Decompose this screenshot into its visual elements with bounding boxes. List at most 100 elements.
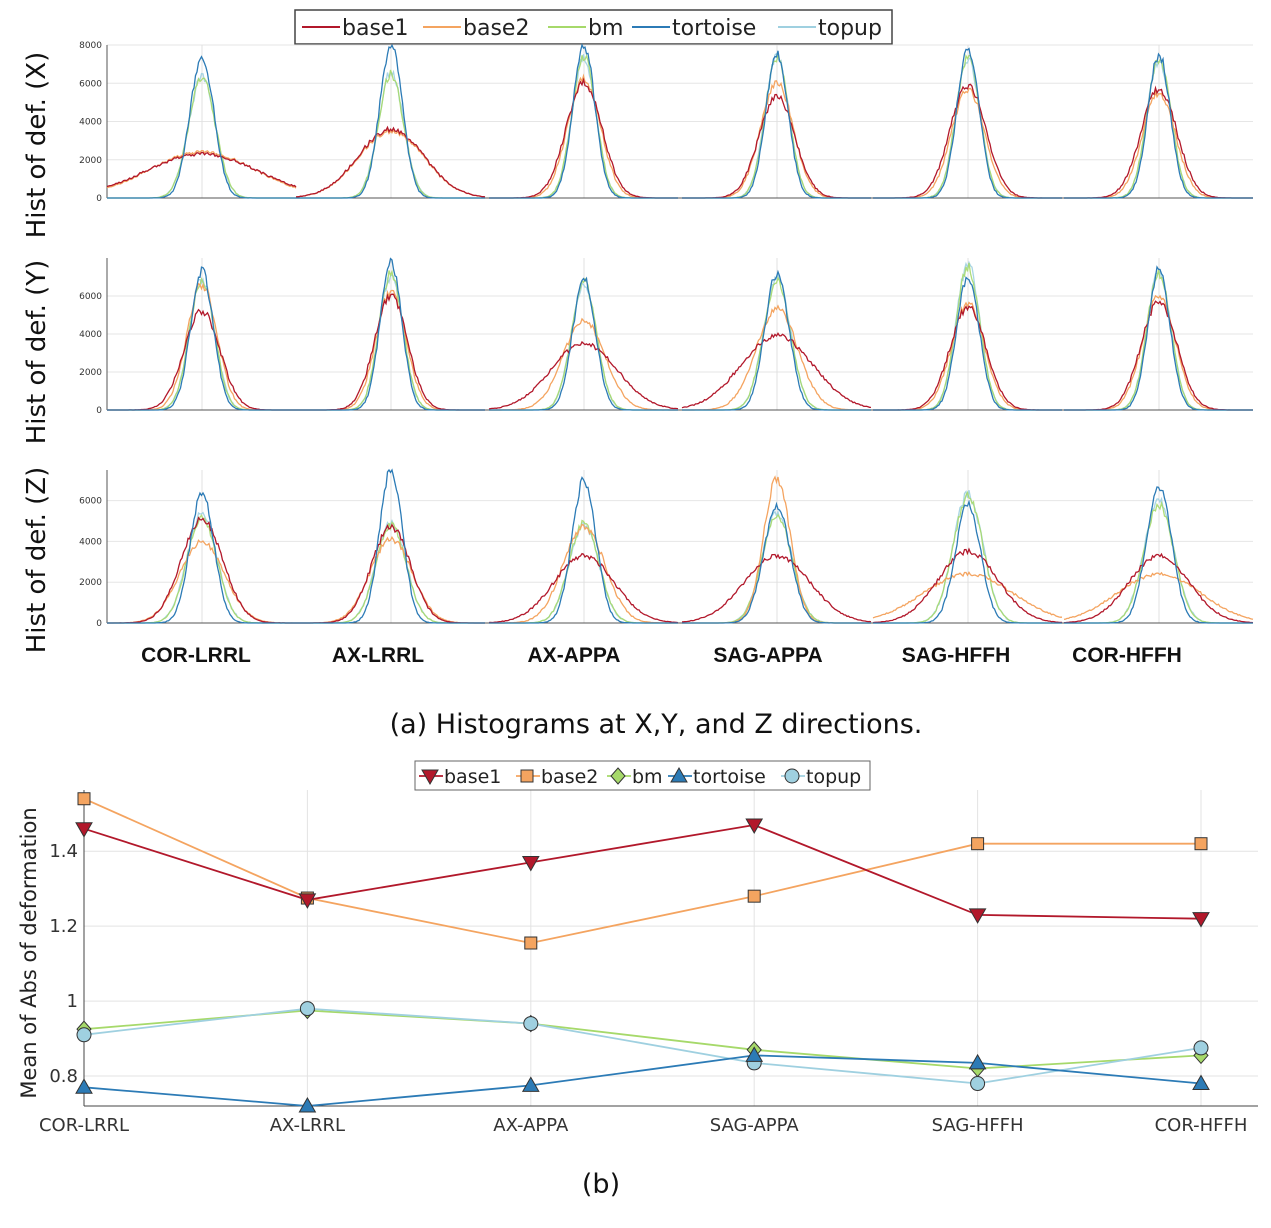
y-tick-label: 6000 <box>79 292 102 302</box>
plot-area <box>84 790 1260 1106</box>
marker-base2 <box>971 837 985 851</box>
marker-topup <box>299 1001 315 1017</box>
hist-curve-tortoise <box>489 476 678 624</box>
plot-area <box>107 470 1253 623</box>
category-label: AX-APPA <box>528 644 621 667</box>
y-tick-label: 8000 <box>79 41 102 51</box>
hist-curve-tortoise <box>489 43 678 199</box>
marker-topup <box>1193 1040 1209 1056</box>
y-tick-label: 0 <box>96 619 102 629</box>
marker-tortoise <box>745 1046 764 1062</box>
hist-curve-base1 <box>1064 552 1254 624</box>
legend-label-bm: bm <box>588 16 623 41</box>
hist-curve-tortoise <box>682 269 871 411</box>
marker-legend-bm <box>610 767 626 785</box>
series-line-base1 <box>83 824 1202 920</box>
marker-legend-topup <box>784 768 800 784</box>
hist-curve-base1 <box>872 547 1062 624</box>
hist-y-ylabel: Hist of def. (Y) <box>22 260 52 445</box>
legend-label-topup: topup <box>818 16 882 41</box>
marker-tortoise <box>75 1078 93 1094</box>
y-tick-label: 0 <box>96 194 102 204</box>
y-tick-label: 6000 <box>79 79 102 89</box>
line-chart-b: 0.8 1 1.2 1.4 COR-LRRL AX-LRRL AX-APPA SAG-APPA… <box>17 760 1260 1136</box>
caption-a: (a) Histograms at X,Y, and Z directions. <box>390 709 923 740</box>
hist-curve-tortoise <box>296 43 485 199</box>
hist-curve-tortoise <box>296 468 485 624</box>
legend-label-base2: base2 <box>463 16 529 41</box>
category-label: SAG-HFFH <box>902 644 1011 667</box>
hist-curve-tortoise <box>107 55 296 199</box>
y-tick-label: 2000 <box>79 578 102 588</box>
hist-x-ylabel: Hist of def. (X) <box>22 52 52 239</box>
y-tick-label: 1.2 <box>49 916 78 937</box>
hist-curve-base1 <box>488 552 679 624</box>
x-tick-label: SAG-APPA <box>710 1115 800 1136</box>
legend-label-tortoise: tortoise <box>672 16 756 41</box>
hist-curve-base1 <box>106 151 297 188</box>
category-label: AX-LRRL <box>332 644 424 667</box>
hist-curve-tortoise <box>107 266 296 411</box>
hist-curve-base2 <box>489 317 678 411</box>
y-tick-label: 1 <box>67 991 78 1012</box>
legend-a: base1 base2 bm tortoise topup <box>294 9 893 45</box>
marker-tortoise <box>968 1053 987 1070</box>
hist-curve-tortoise <box>107 491 296 624</box>
hist-curve-tortoise <box>296 257 485 411</box>
marker-legend-base1 <box>421 769 439 786</box>
x-tick-label: AX-APPA <box>493 1115 569 1136</box>
series-line-tortoise <box>83 1054 1202 1107</box>
marker-tortoise <box>298 1096 317 1113</box>
hist-curve-base1 <box>295 125 486 198</box>
marker-legend-base2 <box>520 769 534 783</box>
marker-tortoise <box>1192 1074 1210 1091</box>
hist-curve-tortoise <box>489 276 678 411</box>
hist-curve-tortoise <box>1064 52 1253 199</box>
y-tick-label: 0 <box>96 406 102 416</box>
histogram-panel-y: 0 2000 4000 6000 Hist of def. (Y) <box>22 257 1253 445</box>
marker-base1 <box>968 908 987 924</box>
category-label: COR-HFFH <box>1072 644 1182 667</box>
marker-base1 <box>745 818 764 834</box>
marker-base2 <box>524 936 538 950</box>
hist-curve-base2 <box>682 304 871 411</box>
y-tick-label: 4000 <box>79 330 102 340</box>
legend-b-label-bm: bm <box>632 766 663 788</box>
y-tick-label: 2000 <box>79 368 102 378</box>
caption-b: (b) <box>582 1169 620 1200</box>
x-tick-label: COR-LRRL <box>39 1115 129 1136</box>
legend-b-label-topup: topup <box>806 766 861 788</box>
legend-label-base1: base1 <box>342 16 408 41</box>
y-tick-label: 0.8 <box>49 1066 78 1087</box>
marker-base1 <box>521 855 540 872</box>
histogram-panel-x: 0 2000 4000 6000 8000 Hist of def. (X) <box>22 41 1253 238</box>
x-tick-label: AX-LRRL <box>270 1115 345 1136</box>
marker-tortoise <box>521 1076 540 1092</box>
hist-curve-base2 <box>489 523 678 624</box>
legend-b-label-base2: base2 <box>541 766 598 788</box>
series-line-base2 <box>83 797 1201 944</box>
y-tick-label: 1.4 <box>49 841 78 862</box>
marker-topup <box>523 1016 539 1032</box>
hist-curve-base1 <box>107 516 296 624</box>
hist-curve-base1 <box>681 553 872 623</box>
marker-base2 <box>77 792 91 806</box>
hist-curve-tortoise <box>1064 265 1253 411</box>
x-tick-label: SAG-HFFH <box>932 1115 1024 1136</box>
marker-base2 <box>747 889 761 903</box>
hist-curve-tortoise <box>873 276 1062 411</box>
category-labels-a: COR-LRRL AX-LRRL AX-APPA SAG-APPA SAG-HF… <box>141 644 1182 667</box>
legend-b-label-tortoise: tortoise <box>693 766 766 788</box>
hist-curve-base2 <box>872 571 1062 619</box>
histogram-panel-z: 0 2000 4000 6000 Hist of def. (Z) <box>22 467 1254 653</box>
hist-curve-base1 <box>681 332 872 409</box>
hist-curve-base1 <box>488 340 679 410</box>
legend-b-label-base1: base1 <box>444 766 501 788</box>
marker-topup <box>970 1076 986 1092</box>
marker-base1 <box>298 893 317 909</box>
category-label: COR-LRRL <box>141 644 251 667</box>
series-line-topup <box>83 1007 1202 1085</box>
line-chart-ylabel: Mean of Abs of deformation <box>17 807 41 1098</box>
marker-topup <box>76 1027 92 1043</box>
